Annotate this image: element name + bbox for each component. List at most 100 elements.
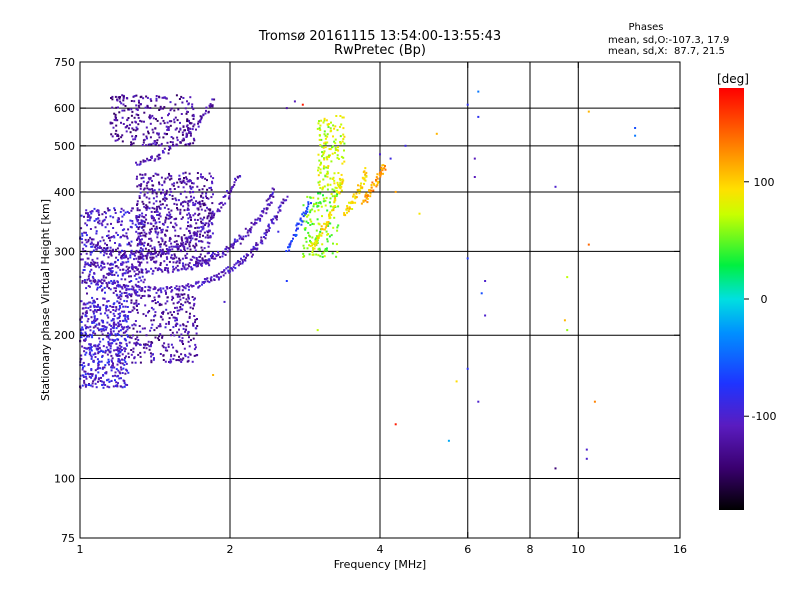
data-point: [369, 192, 372, 195]
data-point: [105, 282, 108, 284]
data-point: [128, 293, 131, 296]
data-point: [85, 287, 88, 290]
data-point: [182, 125, 185, 128]
data-point: [384, 168, 387, 171]
data-point: [152, 117, 155, 120]
data-point: [332, 205, 335, 208]
data-point: [164, 267, 167, 269]
data-point: [102, 304, 105, 307]
data-point: [270, 220, 273, 223]
data-point: [184, 201, 187, 203]
data-point: [173, 316, 176, 319]
data-point: [121, 349, 123, 351]
data-point: [155, 99, 158, 102]
data-point: [138, 270, 141, 273]
data-point: [189, 241, 192, 244]
data-point: [193, 204, 196, 207]
data-point: [124, 286, 126, 289]
data-point: [123, 310, 126, 313]
data-point: [169, 141, 172, 143]
data-point: [166, 213, 169, 216]
data-point: [120, 325, 123, 328]
data-point: [210, 218, 213, 220]
data-point: [239, 175, 242, 178]
data-point: [83, 335, 86, 338]
data-point: [364, 167, 367, 170]
data-point: [147, 181, 150, 184]
data-point: [271, 221, 274, 224]
data-point: [86, 347, 88, 350]
data-point: [90, 346, 93, 348]
data-point: [118, 97, 121, 100]
data-point: [126, 344, 128, 347]
data-point: [234, 177, 237, 180]
data-point: [129, 244, 132, 247]
data-point: [319, 186, 322, 189]
data-point: [83, 243, 86, 246]
data-point: [259, 241, 262, 244]
data-point: [184, 243, 187, 246]
data-point: [206, 241, 209, 244]
data-point: [141, 253, 144, 256]
data-point: [217, 276, 220, 279]
data-point: [184, 287, 187, 290]
data-point: [120, 303, 123, 306]
data-point: [132, 95, 135, 98]
data-point: [157, 268, 159, 271]
data-point: [99, 251, 102, 254]
data-point: [98, 350, 101, 353]
data-point: [230, 245, 233, 248]
data-point: [100, 350, 103, 352]
data-point: [139, 96, 142, 99]
data-point: [92, 326, 95, 329]
data-point: [133, 253, 135, 256]
data-point: [147, 159, 150, 162]
data-point: [121, 261, 124, 264]
data-point: [90, 349, 93, 352]
data-point: [96, 358, 99, 361]
data-point: [192, 204, 195, 206]
data-point: [112, 305, 115, 308]
data-point: [206, 206, 208, 209]
data-point: [180, 361, 183, 363]
data-point: [372, 183, 375, 185]
data-point: [194, 218, 196, 221]
data-point: [343, 160, 346, 163]
data-point: [99, 367, 102, 370]
data-point: [179, 127, 182, 130]
data-point: [209, 209, 211, 212]
data-point: [180, 203, 182, 206]
data-point: [111, 267, 114, 269]
data-point: [97, 348, 100, 350]
data-point: [112, 362, 114, 365]
data-point: [136, 127, 139, 130]
data-point: [181, 337, 184, 340]
data-point: [186, 300, 189, 303]
data-point: [141, 248, 144, 251]
data-point: [185, 125, 188, 128]
data-point: [137, 123, 140, 126]
data-point: [84, 281, 86, 284]
data-point: [207, 259, 210, 261]
data-point: [326, 240, 329, 243]
data-point: [154, 158, 157, 161]
data-point: [192, 324, 195, 327]
data-point: [115, 368, 118, 371]
data-point: [208, 212, 211, 215]
data-point: [143, 290, 146, 293]
data-point: [168, 172, 170, 175]
data-point: [327, 126, 330, 128]
data-point: [80, 253, 83, 256]
data-point: [187, 200, 190, 203]
data-point: [249, 228, 252, 230]
data-point: [305, 220, 308, 223]
data-point: [306, 208, 309, 211]
data-point: [317, 254, 320, 257]
data-point: [241, 259, 244, 262]
data-point: [95, 319, 98, 322]
data-point: [175, 243, 178, 246]
data-point: [157, 173, 160, 176]
data-point: [123, 228, 126, 231]
data-point: [231, 267, 234, 270]
data-point: [116, 384, 119, 387]
